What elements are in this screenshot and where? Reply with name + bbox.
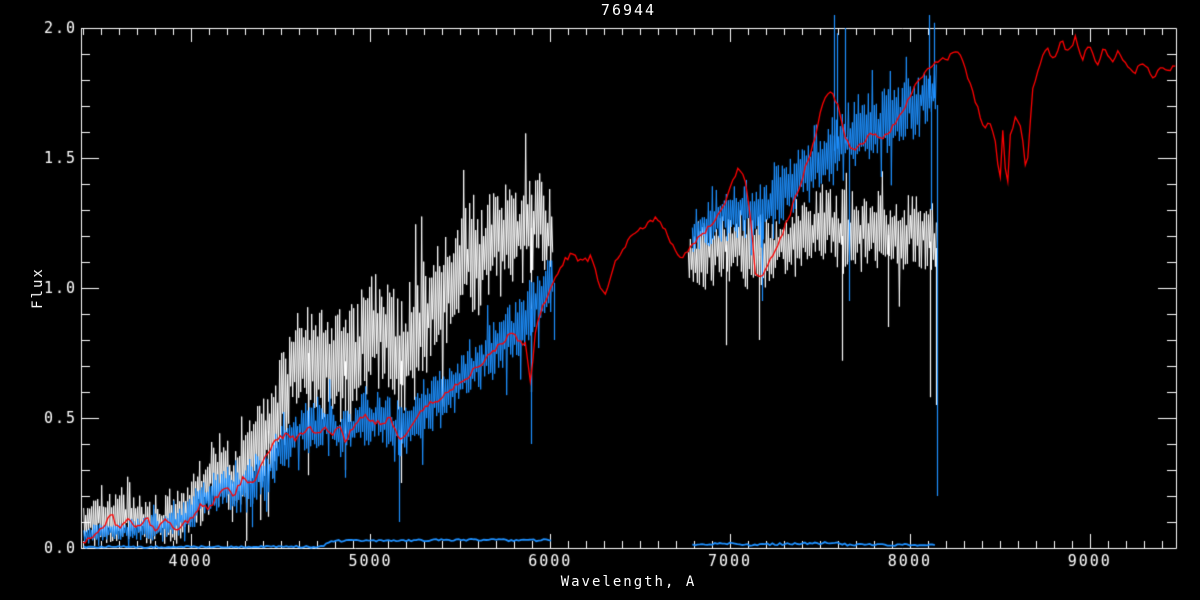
y-axis-label: Flux xyxy=(30,267,46,309)
x-axis-label: Wavelength, A xyxy=(560,574,697,590)
chart-title: 76944 xyxy=(600,1,657,19)
